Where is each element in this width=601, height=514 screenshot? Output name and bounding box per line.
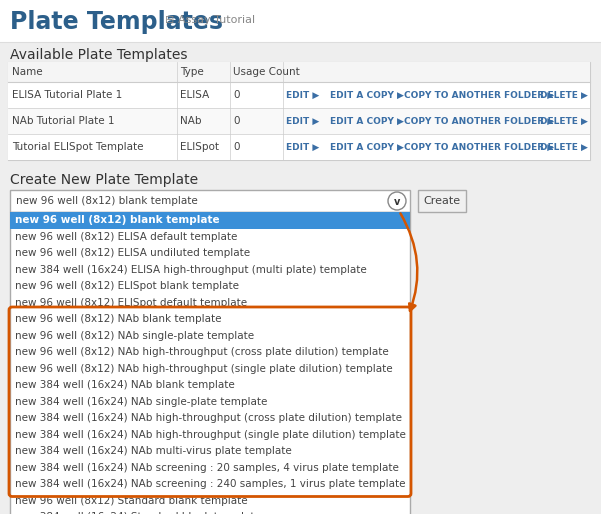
Text: ⊟: ⊟ [165,15,174,25]
Text: new 384 well (16x24) NAb screening : 20 samples, 4 virus plate template: new 384 well (16x24) NAb screening : 20 … [15,463,399,473]
FancyBboxPatch shape [8,134,590,160]
Text: new 96 well (8x12) NAb blank template: new 96 well (8x12) NAb blank template [15,314,222,324]
Text: v: v [394,197,400,207]
Text: new 384 well (16x24) ELISA high-throughput (multi plate) template: new 384 well (16x24) ELISA high-throughp… [15,265,367,275]
Text: new 384 well (16x24) NAb screening : 240 samples, 1 virus plate template: new 384 well (16x24) NAb screening : 240… [15,479,406,489]
Text: Name: Name [12,67,43,77]
Text: new 96 well (8x12) NAb single-plate template: new 96 well (8x12) NAb single-plate temp… [15,331,254,341]
Text: new 96 well (8x12) ELISpot default template: new 96 well (8x12) ELISpot default templ… [15,298,247,308]
Text: new 384 well (16x24) NAb single-plate template: new 384 well (16x24) NAb single-plate te… [15,397,267,407]
Text: Type: Type [180,67,204,77]
Text: EDIT ▶: EDIT ▶ [286,142,319,152]
Text: new 384 well (16x24) NAb blank template: new 384 well (16x24) NAb blank template [15,380,235,390]
Text: DELETE ▶: DELETE ▶ [540,142,588,152]
Text: EDIT ▶: EDIT ▶ [286,117,319,125]
Text: ELISpot: ELISpot [180,142,219,152]
Text: EDIT ▶: EDIT ▶ [286,90,319,100]
Text: EDIT A COPY ▶: EDIT A COPY ▶ [330,90,404,100]
Text: COPY TO ANOTHER FOLDER ▶: COPY TO ANOTHER FOLDER ▶ [404,117,554,125]
Text: EDIT A COPY ▶: EDIT A COPY ▶ [330,117,404,125]
Text: Assay Tutorial: Assay Tutorial [178,15,255,25]
FancyBboxPatch shape [8,62,590,160]
Text: new 96 well (8x12) NAb high-throughput (cross plate dilution) template: new 96 well (8x12) NAb high-throughput (… [15,347,389,357]
Text: NAb: NAb [180,116,201,126]
Text: new 96 well (8x12) ELISpot blank template: new 96 well (8x12) ELISpot blank templat… [15,281,239,291]
FancyBboxPatch shape [0,0,601,42]
FancyBboxPatch shape [8,62,590,82]
Text: 0: 0 [233,116,240,126]
Text: NAb Tutorial Plate 1: NAb Tutorial Plate 1 [12,116,115,126]
Text: Plate Templates: Plate Templates [10,10,223,34]
Text: DELETE ▶: DELETE ▶ [540,117,588,125]
FancyBboxPatch shape [8,82,590,108]
Text: COPY TO ANOTHER FOLDER ▶: COPY TO ANOTHER FOLDER ▶ [404,142,554,152]
Text: Create New Plate Template: Create New Plate Template [10,173,198,187]
Text: new 96 well (8x12) blank template: new 96 well (8x12) blank template [16,196,198,206]
Text: new 96 well (8x12) blank template: new 96 well (8x12) blank template [15,215,219,225]
Text: Create: Create [424,196,460,206]
Text: new 384 well (16x24) NAb high-throughput (cross plate dilution) template: new 384 well (16x24) NAb high-throughput… [15,413,402,423]
Text: Available Plate Templates: Available Plate Templates [10,48,188,62]
Text: new 96 well (8x12) ELISA undiluted template: new 96 well (8x12) ELISA undiluted templ… [15,248,250,258]
Text: new 96 well (8x12) Standard blank template: new 96 well (8x12) Standard blank templa… [15,495,248,506]
Text: 0: 0 [233,90,240,100]
FancyBboxPatch shape [10,190,410,212]
Text: new 96 well (8x12) NAb high-throughput (single plate dilution) template: new 96 well (8x12) NAb high-throughput (… [15,364,392,374]
Text: new 384 well (16x24) NAb multi-virus plate template: new 384 well (16x24) NAb multi-virus pla… [15,446,291,456]
Text: 0: 0 [233,142,240,152]
FancyBboxPatch shape [418,190,466,212]
Text: ELISA: ELISA [180,90,209,100]
FancyBboxPatch shape [10,212,410,229]
Text: new 96 well (8x12) ELISA default template: new 96 well (8x12) ELISA default templat… [15,232,237,242]
FancyBboxPatch shape [8,108,590,134]
Circle shape [388,192,406,210]
Text: COPY TO ANOTHER FOLDER ▶: COPY TO ANOTHER FOLDER ▶ [404,90,554,100]
Text: Tutorial ELISpot Template: Tutorial ELISpot Template [12,142,144,152]
FancyBboxPatch shape [10,212,410,514]
Text: new 384 well (16x24) Standard blank template: new 384 well (16x24) Standard blank temp… [15,512,261,514]
Text: Usage Count: Usage Count [233,67,300,77]
Text: DELETE ▶: DELETE ▶ [540,90,588,100]
Text: ELISA Tutorial Plate 1: ELISA Tutorial Plate 1 [12,90,122,100]
Text: EDIT A COPY ▶: EDIT A COPY ▶ [330,142,404,152]
Text: new 384 well (16x24) NAb high-throughput (single plate dilution) template: new 384 well (16x24) NAb high-throughput… [15,430,406,440]
